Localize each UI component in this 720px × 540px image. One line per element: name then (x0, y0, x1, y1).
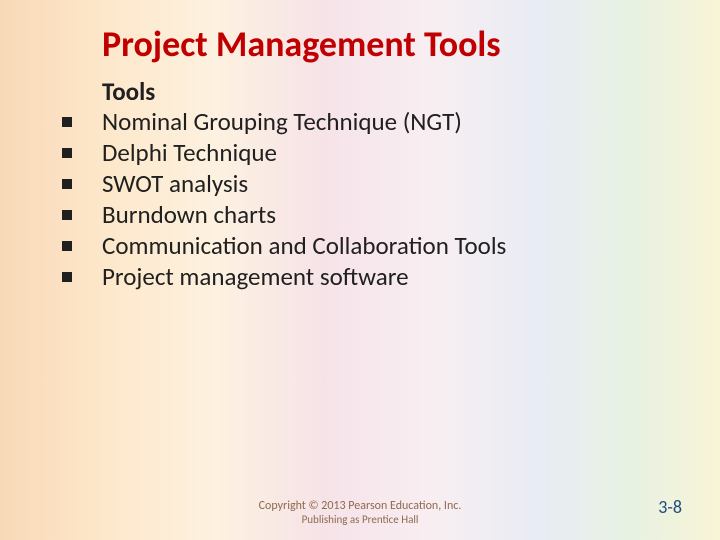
list-item: Nominal Grouping Technique (NGT) (62, 106, 506, 137)
bullet-square-icon (62, 148, 72, 158)
bullet-square-icon (62, 241, 72, 251)
list-item: SWOT analysis (62, 168, 506, 199)
list-item-label: Communication and Collaboration Tools (102, 230, 506, 261)
list-item-label: Burndown charts (102, 199, 276, 230)
list-item-label: Delphi Technique (102, 137, 277, 168)
bullet-square-icon (62, 210, 72, 220)
bullet-square-icon (62, 179, 72, 189)
copyright-footer: Copyright © 2013 Pearson Education, Inc.… (0, 499, 720, 526)
list-item: Delphi Technique (62, 137, 506, 168)
list-item: Burndown charts (62, 199, 506, 230)
slide-title: Project Management Tools (102, 22, 501, 66)
slide-number: 3-8 (658, 496, 682, 518)
list-item: Communication and Collaboration Tools (62, 230, 506, 261)
bullet-square-icon (62, 272, 72, 282)
copyright-line1: Copyright © 2013 Pearson Education, Inc. (0, 499, 720, 513)
bullet-square-icon (62, 117, 72, 127)
list-item-label: SWOT analysis (102, 168, 248, 199)
list-item-label: Project management software (102, 261, 409, 292)
slide: Project Management Tools Tools Nominal G… (0, 0, 720, 540)
list-item: Project management software (62, 261, 506, 292)
copyright-line2: Publishing as Prentice Hall (0, 513, 720, 526)
subheading: Tools (102, 76, 155, 107)
list-item-label: Nominal Grouping Technique (NGT) (102, 106, 462, 137)
bullet-list: Nominal Grouping Technique (NGT)Delphi T… (62, 106, 506, 292)
